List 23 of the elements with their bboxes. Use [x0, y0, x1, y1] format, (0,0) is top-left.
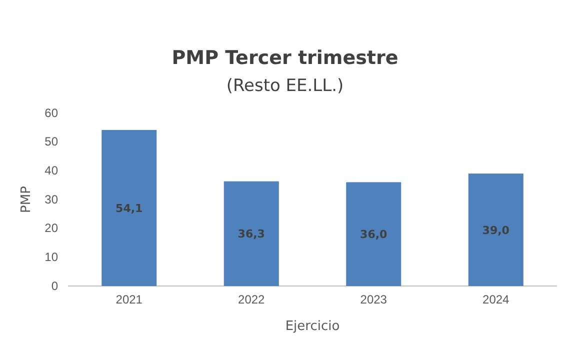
y-tick-label: 60: [44, 106, 58, 120]
bar: [468, 174, 524, 286]
data-label: 36,0: [360, 228, 388, 242]
x-tick-label: 2022: [238, 292, 266, 307]
x-axis-title: Ejercicio: [285, 319, 340, 334]
y-tick-label: 50: [44, 134, 58, 149]
bar: [102, 130, 157, 286]
y-tick-label: 40: [44, 164, 58, 178]
y-tick-label: 20: [44, 221, 58, 236]
x-tick-label: 2024: [482, 292, 510, 307]
x-tick-label: 2023: [360, 292, 388, 307]
data-label: 39,0: [482, 224, 510, 237]
data-label: 36,3: [238, 228, 265, 241]
chart-title: PMP Tercer trimestre: [172, 47, 398, 69]
bar: [224, 181, 279, 286]
bar: [346, 182, 402, 286]
data-label: 54,1: [116, 202, 143, 216]
y-tick-label: 30: [44, 192, 58, 206]
chart-subtitle: (Resto EE.LL.): [226, 76, 344, 96]
x-tick-label: 2021: [116, 292, 143, 307]
y-tick-label: 0: [51, 278, 58, 293]
y-axis-title: PMP: [19, 186, 34, 213]
y-tick-label: 10: [44, 250, 58, 264]
